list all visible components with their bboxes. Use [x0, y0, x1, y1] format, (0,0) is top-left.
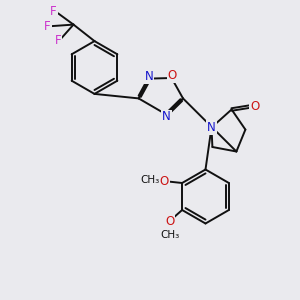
- Text: N: N: [207, 121, 216, 134]
- Text: N: N: [162, 110, 171, 124]
- Text: O: O: [168, 69, 177, 82]
- Text: N: N: [144, 70, 153, 83]
- Text: F: F: [55, 34, 61, 47]
- Text: F: F: [44, 20, 51, 33]
- Text: CH₃: CH₃: [140, 175, 160, 185]
- Text: CH₃: CH₃: [160, 230, 179, 240]
- Text: O: O: [160, 175, 169, 188]
- Text: F: F: [50, 5, 57, 18]
- Text: O: O: [250, 100, 259, 113]
- Text: O: O: [165, 215, 174, 228]
